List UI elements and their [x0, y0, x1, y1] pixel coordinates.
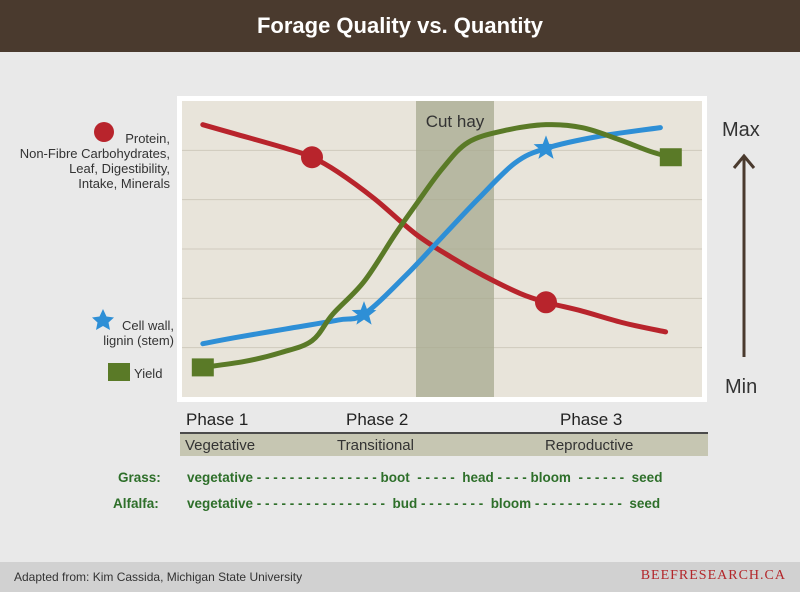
phase-2-label: Phase 2 [346, 410, 409, 429]
legend-cellwall-marker [92, 309, 114, 330]
header-bar: Forage Quality vs. Quantity [0, 0, 800, 52]
stage-transitional: Transitional [337, 437, 414, 454]
legend-protein-label: Protein, Non-Fibre Carbohydrates, Leaf, … [0, 131, 170, 191]
series-layer [191, 122, 682, 377]
series-marker-star [533, 135, 559, 159]
chart-area: Cut hay [92, 96, 756, 402]
alfalfa-sequence: vegetative - - - - - - - - - - - - - - -… [187, 496, 661, 511]
legend-cellwall-label: Cell wall, lignin (stem) [40, 318, 174, 348]
phase-1-label: Phase 1 [186, 410, 249, 429]
y-axis-min-label: Min [725, 376, 758, 398]
series-line-square [200, 122, 674, 370]
series-marker-star [351, 301, 377, 325]
legend-cellwall-text: Cell wall, lignin (stem) [103, 318, 174, 348]
footer-credit: Adapted from: Kim Cassida, Michigan Stat… [14, 570, 303, 584]
series-marker-square [191, 358, 214, 377]
legend-yield-text: Yield [134, 366, 163, 381]
phase-3-label: Phase 3 [560, 410, 623, 429]
legend-yield-marker [108, 363, 130, 381]
series-marker-square [659, 148, 682, 167]
legend-yield-label: Yield [134, 366, 162, 381]
y-axis-max-label: Max [722, 119, 760, 141]
alfalfa-label: Alfalfa: [113, 496, 159, 511]
legend-protein-marker [94, 122, 114, 142]
chart-title: Forage Quality vs. Quantity [256, 13, 544, 38]
cut-hay-label: Cut hay [426, 112, 485, 131]
grass-sequence: vegetative - - - - - - - - - - - - - - -… [187, 470, 663, 485]
grass-row: Grass: vegetative - - - - - - - - - - - … [0, 470, 800, 490]
stage-vegetative: Vegetative [185, 437, 256, 454]
stage-bar: Vegetative Transitional Reproductive [180, 432, 708, 456]
footer-bar: Adapted from: Kim Cassida, Michigan Stat… [0, 562, 800, 592]
series-marker-circle [301, 146, 323, 169]
stage-reproductive: Reproductive [545, 437, 634, 454]
y-axis-arrow-head [732, 153, 756, 169]
footer-brand-link[interactable]: BEEFRESEARCH.CA [640, 568, 786, 583]
legend-protein-text: Protein, Non-Fibre Carbohydrates, Leaf, … [19, 131, 170, 191]
alfalfa-row: Alfalfa: vegetative - - - - - - - - - - … [0, 496, 800, 516]
series-marker-circle [535, 291, 557, 314]
grass-label: Grass: [118, 470, 161, 485]
